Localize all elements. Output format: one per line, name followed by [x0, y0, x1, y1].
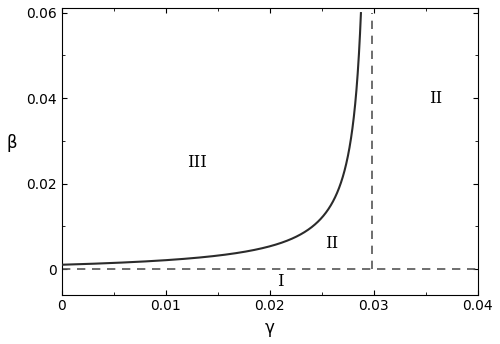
Text: III: III [187, 154, 207, 171]
Y-axis label: β: β [7, 133, 18, 152]
Text: II: II [326, 235, 339, 252]
Text: I: I [277, 273, 283, 290]
Text: II: II [430, 90, 443, 107]
X-axis label: γ: γ [265, 319, 274, 337]
